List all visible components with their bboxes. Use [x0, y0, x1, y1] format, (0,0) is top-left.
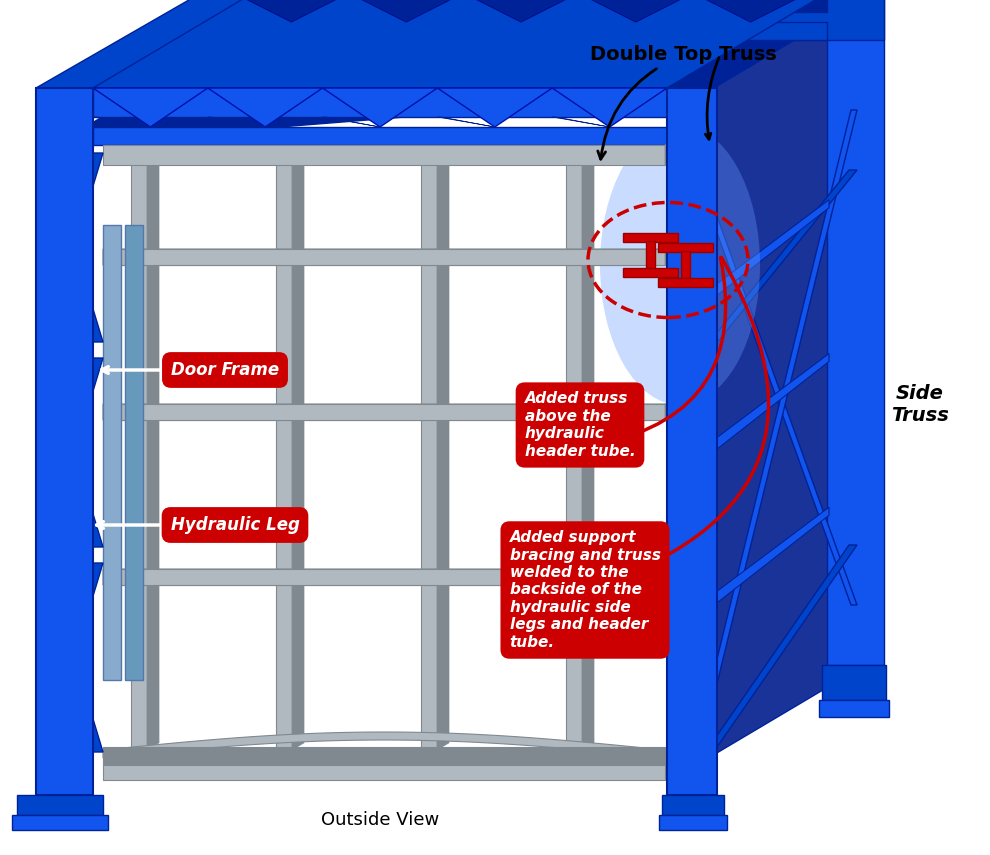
Text: Added support
bracing and truss
welded to the
backside of the
hydraulic side
leg: Added support bracing and truss welded t… — [510, 530, 660, 650]
Polygon shape — [623, 268, 678, 277]
Polygon shape — [623, 233, 678, 242]
Polygon shape — [36, 153, 103, 342]
Polygon shape — [463, 0, 578, 22]
Polygon shape — [658, 243, 713, 252]
Polygon shape — [234, 22, 827, 40]
Polygon shape — [103, 404, 665, 420]
Polygon shape — [36, 153, 103, 342]
Polygon shape — [208, 117, 265, 127]
Polygon shape — [234, 0, 348, 22]
Polygon shape — [93, 88, 208, 127]
Polygon shape — [36, 563, 103, 752]
Polygon shape — [234, 0, 827, 12]
Polygon shape — [822, 665, 886, 700]
Polygon shape — [103, 747, 665, 765]
Polygon shape — [707, 170, 857, 345]
Polygon shape — [659, 815, 727, 830]
Polygon shape — [93, 127, 667, 145]
Text: Side
Truss: Side Truss — [891, 385, 949, 426]
Polygon shape — [103, 569, 665, 585]
Polygon shape — [646, 241, 655, 268]
Polygon shape — [125, 225, 143, 680]
Polygon shape — [103, 765, 665, 780]
Polygon shape — [665, 560, 680, 585]
Polygon shape — [17, 795, 103, 815]
Ellipse shape — [600, 125, 760, 405]
Polygon shape — [438, 117, 495, 127]
Polygon shape — [36, 563, 103, 752]
Polygon shape — [552, 88, 667, 127]
Polygon shape — [323, 88, 438, 127]
Polygon shape — [276, 150, 292, 750]
Polygon shape — [208, 88, 323, 127]
Polygon shape — [705, 0, 865, 760]
Polygon shape — [693, 0, 808, 22]
Polygon shape — [36, 88, 93, 795]
Polygon shape — [707, 110, 857, 700]
Polygon shape — [667, 88, 717, 795]
Polygon shape — [36, 358, 103, 547]
Polygon shape — [55, 0, 865, 145]
Polygon shape — [103, 249, 665, 265]
Polygon shape — [665, 240, 680, 265]
Polygon shape — [582, 143, 594, 750]
Polygon shape — [707, 545, 857, 750]
Polygon shape — [578, 0, 693, 22]
Polygon shape — [147, 143, 159, 750]
Text: Added truss
above the
hydraulic
header tube.: Added truss above the hydraulic header t… — [525, 392, 636, 458]
Polygon shape — [292, 143, 304, 750]
Polygon shape — [421, 150, 437, 750]
Polygon shape — [12, 815, 108, 830]
Polygon shape — [552, 117, 610, 127]
Polygon shape — [196, 0, 253, 70]
Polygon shape — [215, 0, 884, 40]
Polygon shape — [437, 143, 449, 750]
Polygon shape — [103, 569, 665, 585]
Polygon shape — [665, 136, 680, 165]
Polygon shape — [323, 117, 380, 127]
Polygon shape — [827, 0, 884, 665]
Polygon shape — [93, 88, 667, 117]
Polygon shape — [103, 225, 121, 680]
Polygon shape — [93, 0, 827, 88]
Polygon shape — [665, 395, 680, 420]
Polygon shape — [707, 205, 857, 605]
Text: Double Top Truss: Double Top Truss — [590, 45, 777, 159]
Polygon shape — [103, 404, 665, 420]
Polygon shape — [103, 732, 665, 758]
Polygon shape — [36, 0, 253, 88]
Polygon shape — [103, 145, 665, 165]
Polygon shape — [36, 358, 103, 547]
Polygon shape — [93, 117, 150, 127]
Polygon shape — [705, 353, 829, 458]
Polygon shape — [705, 200, 829, 304]
Polygon shape — [658, 278, 713, 287]
Polygon shape — [662, 795, 724, 815]
Polygon shape — [681, 251, 690, 278]
Polygon shape — [438, 88, 552, 127]
Polygon shape — [348, 0, 463, 22]
Polygon shape — [103, 404, 665, 420]
Polygon shape — [103, 569, 665, 585]
Text: Outside View: Outside View — [321, 811, 440, 829]
Polygon shape — [566, 150, 582, 750]
Text: Door Frame: Door Frame — [102, 361, 279, 379]
Polygon shape — [103, 249, 665, 265]
Text: Hydraulic Leg: Hydraulic Leg — [97, 516, 299, 534]
Polygon shape — [705, 507, 829, 612]
Polygon shape — [819, 700, 889, 717]
Polygon shape — [131, 150, 147, 750]
Polygon shape — [103, 249, 665, 265]
